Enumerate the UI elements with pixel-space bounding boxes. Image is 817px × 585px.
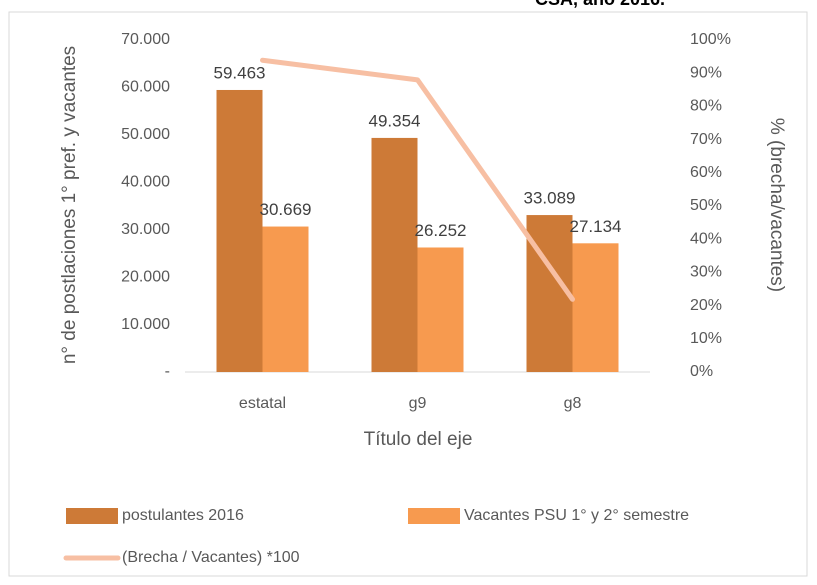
- y2-tick-label: 80%: [690, 98, 722, 115]
- y2-tick-label: 70%: [690, 131, 722, 148]
- bar: [216, 89, 263, 372]
- data-label: 59.463: [214, 63, 266, 82]
- y-tick-label: -: [165, 363, 170, 380]
- data-label: 33.089: [524, 189, 576, 208]
- x-axis-title: Título del eje: [364, 429, 473, 450]
- bar: [572, 243, 619, 372]
- y2-tick-label: 10%: [690, 330, 722, 347]
- y2-tick-label: 0%: [690, 363, 713, 380]
- chart-frame: [8, 11, 808, 577]
- y-tick-label: 60.000: [121, 79, 170, 96]
- y-tick-label: 10.000: [121, 316, 170, 333]
- y-axis-title: n° de postlaciones 1° pref. y vacantes: [59, 46, 80, 364]
- legend-label: (Brecha / Vacantes) *100: [122, 549, 300, 566]
- bar: [371, 137, 418, 372]
- y2-tick-label: 60%: [690, 164, 722, 181]
- data-label: 27.134: [570, 217, 622, 236]
- y2-tick-label: 100%: [690, 31, 731, 48]
- x-tick-label: g8: [564, 395, 582, 412]
- y-tick-label: 30.000: [121, 221, 170, 238]
- line: [260, 57, 575, 302]
- y2-tick-label: 50%: [690, 197, 722, 214]
- x-tick-label: g9: [409, 395, 427, 412]
- chart-title: CSA, año 2016.: [535, 0, 665, 9]
- bar: [262, 226, 309, 372]
- y-tick-label: 40.000: [121, 174, 170, 191]
- bar: [417, 247, 464, 372]
- y-tick-label: 20.000: [121, 268, 170, 285]
- legend-swatch: [66, 508, 118, 524]
- y2-tick-label: 90%: [690, 64, 722, 81]
- x-tick-label: estatal: [239, 395, 286, 412]
- y2-tick-label: 20%: [690, 297, 722, 314]
- y-tick-label: 70.000: [121, 31, 170, 48]
- legend-label: Vacantes PSU 1° y 2° semestre: [464, 507, 689, 524]
- data-label: 49.354: [369, 111, 421, 130]
- y2-tick-label: 30%: [690, 264, 722, 281]
- legend-swatch: [408, 508, 460, 524]
- data-label: 26.252: [415, 221, 467, 240]
- y-tick-label: 50.000: [121, 126, 170, 143]
- y2-axis-title: % (brecha/vacantes): [766, 118, 787, 292]
- data-label: 30.669: [260, 200, 312, 219]
- legend-label: postulantes 2016: [122, 507, 244, 524]
- y2-tick-label: 40%: [690, 230, 722, 247]
